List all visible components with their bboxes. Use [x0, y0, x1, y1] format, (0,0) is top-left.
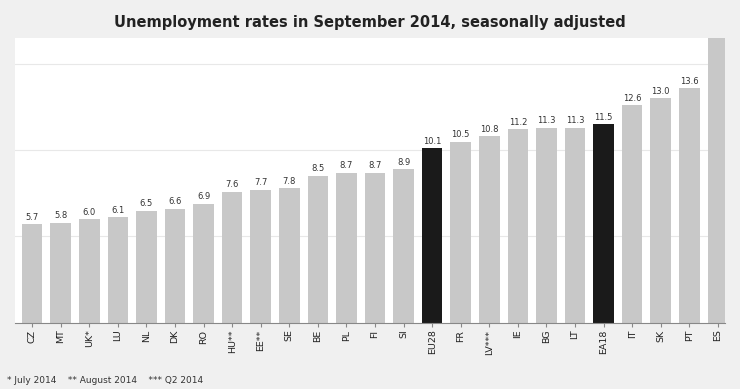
- Text: 8.7: 8.7: [369, 161, 382, 170]
- Bar: [707, 0, 728, 322]
- Bar: [565, 128, 585, 322]
- Bar: [308, 176, 328, 322]
- Text: 15: 15: [713, 30, 723, 39]
- Bar: [650, 98, 671, 322]
- Text: 7.7: 7.7: [254, 178, 267, 187]
- Bar: [451, 142, 471, 322]
- Text: 8.9: 8.9: [397, 158, 410, 166]
- Text: 6.1: 6.1: [111, 206, 124, 215]
- Bar: [107, 217, 128, 322]
- Text: 13.0: 13.0: [651, 87, 670, 96]
- Bar: [222, 191, 243, 322]
- Bar: [193, 203, 214, 322]
- Bar: [422, 149, 443, 322]
- Text: 6.0: 6.0: [83, 208, 96, 217]
- Text: 10.8: 10.8: [480, 125, 499, 134]
- Text: 11.5: 11.5: [594, 113, 613, 122]
- Bar: [250, 190, 271, 322]
- Bar: [622, 105, 642, 322]
- Bar: [593, 124, 614, 322]
- Bar: [79, 219, 100, 322]
- Bar: [508, 130, 528, 322]
- Text: 5.8: 5.8: [54, 211, 67, 220]
- Text: 7.6: 7.6: [226, 180, 239, 189]
- Text: 13.6: 13.6: [680, 77, 699, 86]
- Text: 11.2: 11.2: [508, 118, 527, 127]
- Bar: [22, 224, 42, 322]
- Text: 5.7: 5.7: [25, 213, 38, 222]
- Bar: [536, 128, 556, 322]
- Title: Unemployment rates in September 2014, seasonally adjusted: Unemployment rates in September 2014, se…: [114, 15, 626, 30]
- Bar: [50, 223, 71, 322]
- Text: 10.1: 10.1: [423, 137, 441, 146]
- Text: 6.5: 6.5: [140, 199, 153, 208]
- Text: 6.9: 6.9: [197, 192, 210, 201]
- Bar: [679, 88, 699, 322]
- Bar: [136, 210, 157, 322]
- Text: 10.5: 10.5: [451, 130, 470, 139]
- Text: * July 2014    ** August 2014    *** Q2 2014: * July 2014 ** August 2014 *** Q2 2014: [7, 376, 204, 385]
- Bar: [393, 169, 414, 322]
- Bar: [165, 209, 185, 322]
- Text: 11.3: 11.3: [537, 116, 556, 125]
- Bar: [479, 137, 500, 322]
- Text: 11.3: 11.3: [566, 116, 585, 125]
- Text: 6.6: 6.6: [168, 197, 182, 206]
- Text: 12.6: 12.6: [623, 94, 642, 103]
- Text: 15: 15: [713, 31, 723, 40]
- Text: 8.5: 8.5: [312, 165, 324, 173]
- Text: 8.7: 8.7: [340, 161, 353, 170]
- Bar: [336, 173, 357, 322]
- Bar: [279, 188, 300, 322]
- Text: 7.8: 7.8: [283, 177, 296, 186]
- Bar: [365, 173, 386, 322]
